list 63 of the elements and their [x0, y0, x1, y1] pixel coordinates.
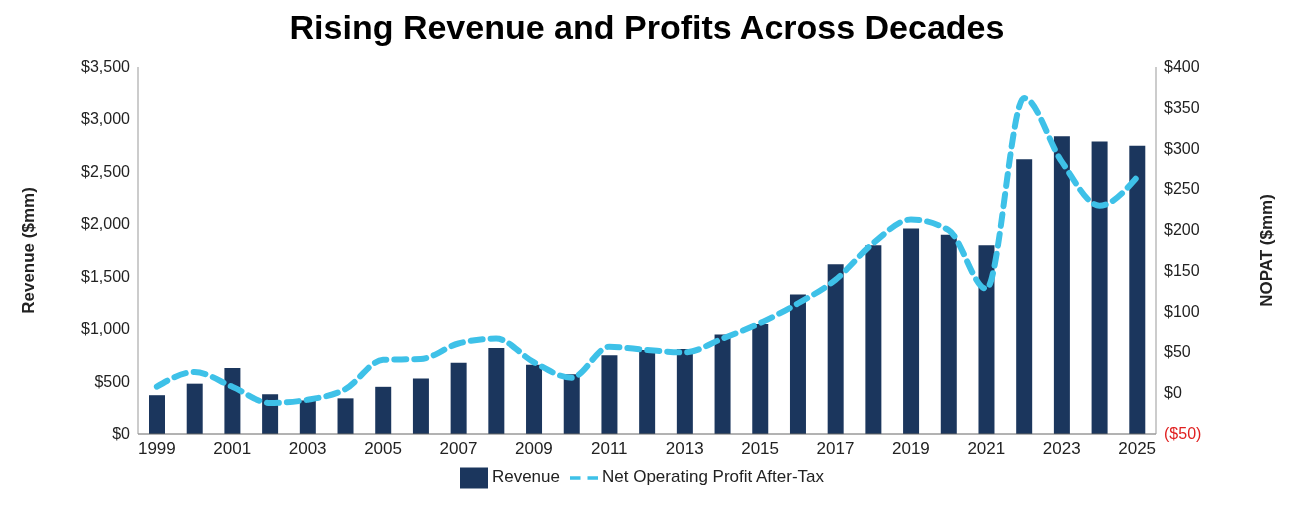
x-tick-label: 2007	[439, 439, 478, 459]
bar	[752, 323, 769, 434]
x-tick-label: 2021	[967, 439, 1006, 459]
y2-tick-label: $50	[1164, 343, 1191, 361]
y-tick-label: $0	[112, 425, 131, 442]
y-tick-label: $1,000	[81, 320, 131, 338]
y-tick-label: $2,500	[81, 162, 131, 180]
y2-tick-label: $150	[1164, 261, 1200, 279]
bar	[676, 349, 693, 434]
bar	[1091, 141, 1108, 434]
bar	[940, 234, 957, 434]
bar	[299, 400, 316, 434]
y-axis-title: Revenue ($mm)	[19, 187, 39, 314]
y-tick-label: $3,000	[81, 110, 131, 128]
x-tick-label: 2015	[741, 439, 780, 459]
y2-tick-label: $350	[1164, 98, 1200, 116]
x-tick-label: 2001	[213, 439, 252, 459]
x-tick-label: 2019	[892, 439, 930, 459]
bar	[714, 334, 731, 434]
y-tick-label: $2,000	[81, 215, 131, 233]
y-tick-label: $3,500	[81, 58, 131, 75]
bar	[412, 378, 429, 434]
bar	[186, 383, 203, 434]
y2-tick-label: $100	[1164, 302, 1200, 320]
y2-tick-label: $200	[1164, 221, 1200, 239]
x-tick-label: 2023	[1042, 439, 1081, 459]
y2-tick-label: ($50)	[1164, 425, 1202, 442]
y2-tick-label: $400	[1164, 58, 1200, 75]
x-tick-label: 2011	[591, 439, 628, 459]
bar	[1016, 159, 1033, 434]
y-tick-label: $500	[94, 372, 131, 390]
x-tick-label: 2003	[288, 439, 327, 459]
bar	[827, 264, 844, 434]
legend-label: Net Operating Profit After-Tax	[602, 467, 825, 487]
legend-label: Revenue	[491, 467, 560, 487]
bar	[789, 294, 806, 434]
x-tick-label: 2005	[364, 439, 402, 459]
x-tick-label: 2017	[816, 439, 855, 459]
y2-axis-title: NOPAT ($mm)	[1257, 194, 1277, 307]
bar	[149, 395, 165, 434]
bar	[1053, 136, 1070, 434]
bar	[601, 355, 618, 434]
x-tick-label: 2013	[665, 439, 704, 459]
x-tick-label: 2009	[514, 439, 553, 459]
bar	[450, 362, 467, 434]
y2-tick-label: $250	[1164, 180, 1200, 198]
bar	[865, 245, 882, 434]
bar	[903, 228, 920, 434]
bar	[639, 350, 656, 434]
x-tick-label: 1999	[137, 439, 176, 459]
bar	[488, 348, 505, 434]
bar	[1129, 145, 1146, 434]
bar	[978, 245, 995, 434]
chart-title: Rising Revenue and Profits Across Decades	[288, 8, 1006, 47]
bar	[375, 386, 392, 434]
y2-tick-label: $300	[1164, 139, 1200, 157]
bar	[224, 367, 241, 434]
bar	[563, 374, 580, 434]
bar	[337, 398, 354, 434]
y2-tick-label: $0	[1164, 384, 1182, 402]
bar	[526, 364, 543, 434]
y-tick-label: $1,500	[81, 267, 131, 285]
x-tick-label: 2025	[1118, 439, 1157, 459]
